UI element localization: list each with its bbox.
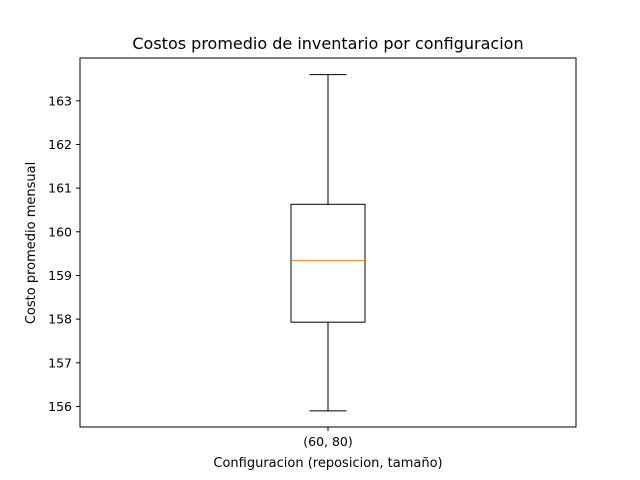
chart-title: Costos promedio de inventario por config… [132, 34, 523, 53]
plot-area-frame [79, 57, 577, 428]
y-tick-label: 161 [48, 181, 72, 196]
x-axis: (60, 80) [303, 427, 353, 449]
y-tick-label: 156 [48, 399, 72, 414]
y-tick-label: 158 [48, 312, 72, 327]
y-axis: 156 157 158 159 160 161 162 163 [48, 93, 80, 414]
box-plot-series [290, 74, 366, 412]
y-tick-label: 160 [48, 224, 72, 239]
y-tick-label: 162 [48, 137, 72, 152]
y-axis-label: Costo promedio mensual [24, 162, 39, 324]
y-tick-label: 163 [48, 93, 72, 108]
box-iqr [290, 203, 366, 323]
x-axis-label: Configuracion (reposicion, tamaño) [213, 456, 442, 471]
x-tick-label: (60, 80) [303, 434, 353, 449]
y-tick-label: 159 [48, 268, 72, 283]
y-tick-label: 157 [48, 355, 72, 370]
